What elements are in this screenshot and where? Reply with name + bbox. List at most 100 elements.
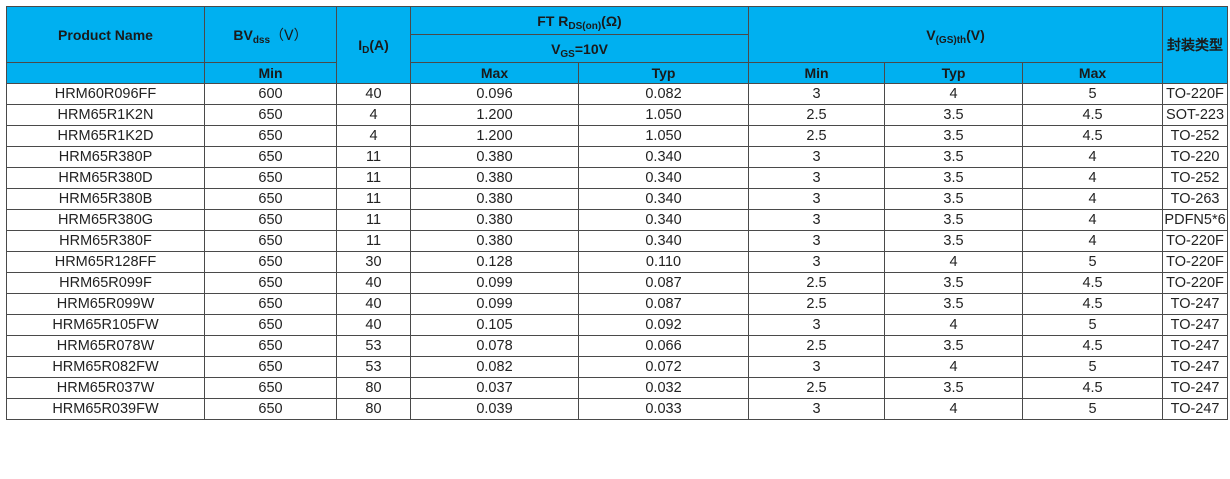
cell-id: 53 — [336, 335, 411, 357]
cell-vth-typ: 3.5 — [884, 272, 1024, 294]
cell-rds-typ: 0.033 — [577, 398, 750, 420]
cell-rds-max: 1.200 — [410, 125, 579, 147]
table-row: HRM65R1K2N 650 4 1.200 1.050 2.5 3.5 4.5 SOT-223 — [6, 104, 1229, 126]
cell-vth-max: 5 — [1022, 356, 1164, 378]
id-unit: (A) — [369, 37, 389, 53]
header-product-name: Product Name — [6, 6, 205, 63]
cell-bvdss-min: 650 — [204, 104, 337, 126]
cell-id: 11 — [336, 146, 411, 168]
cell-vth-max: 4.5 — [1022, 335, 1164, 357]
cell-bvdss-min: 650 — [204, 230, 337, 252]
cell-bvdss-min: 650 — [204, 272, 337, 294]
cell-id: 80 — [336, 398, 411, 420]
cell-rds-max: 1.200 — [410, 104, 579, 126]
cell-id: 40 — [336, 272, 411, 294]
cell-vth-min: 3 — [748, 251, 886, 273]
cell-vth-min: 2.5 — [748, 272, 886, 294]
cell-id: 40 — [336, 83, 411, 105]
cell-bvdss-min: 650 — [204, 125, 337, 147]
cell-product-name: HRM65R099F — [6, 272, 205, 294]
cell-product-name: HRM65R037W — [6, 377, 205, 399]
cell-vth-max: 4.5 — [1022, 125, 1164, 147]
cell-product-name: HRM65R380G — [6, 209, 205, 231]
cell-vth-min: 3 — [748, 83, 886, 105]
header-vgs-th: V(GS)th(V) — [748, 6, 1164, 63]
cell-package: TO-247 — [1162, 335, 1229, 357]
cell-bvdss-min: 650 — [204, 314, 337, 336]
cell-bvdss-min: 650 — [204, 251, 337, 273]
header-id: ID(A) — [336, 6, 411, 84]
bvdss-unit: （V） — [270, 27, 308, 44]
cell-id: 4 — [336, 125, 411, 147]
cell-rds-typ: 1.050 — [577, 125, 750, 147]
header-vth-max: Max — [1022, 62, 1164, 84]
cell-rds-max: 0.380 — [410, 188, 579, 210]
header-vgs-condition: VGS=10V — [409, 34, 750, 63]
table-row: HRM65R1K2D 650 4 1.200 1.050 2.5 3.5 4.5 TO-252 — [6, 125, 1229, 147]
cell-id: 40 — [336, 314, 411, 336]
cell-vth-max: 5 — [1022, 83, 1164, 105]
table-row: HRM65R099W 650 40 0.099 0.087 2.5 3.5 4.5 TO-247 — [6, 293, 1229, 315]
table-row: HRM65R099F 650 40 0.099 0.087 2.5 3.5 4.5 TO-220… — [6, 272, 1229, 294]
cell-rds-max: 0.082 — [410, 356, 579, 378]
cell-vth-min: 3 — [748, 146, 886, 168]
cell-vth-max: 5 — [1022, 251, 1164, 273]
product-table-container: Product Name BVdss（V） ID(A) FT RDS(on)(Ω… — [6, 6, 1229, 420]
vgsth-sub: (GS)th — [935, 34, 967, 46]
table-row: HRM60R096FF 600 40 0.096 0.082 3 4 5 TO-220F — [6, 83, 1229, 105]
cell-bvdss-min: 650 — [204, 356, 337, 378]
cell-bvdss-min: 650 — [204, 209, 337, 231]
table-row: HRM65R037W 650 80 0.037 0.032 2.5 3.5 4.5 TO-247 — [6, 377, 1229, 399]
cell-vth-min: 3 — [748, 167, 886, 189]
cell-vth-typ: 3.5 — [884, 104, 1024, 126]
cell-bvdss-min: 650 — [204, 293, 337, 315]
cell-rds-typ: 0.072 — [577, 356, 750, 378]
rds-sub: DS(on) — [568, 20, 602, 32]
cell-package: TO-220 — [1162, 146, 1229, 168]
cell-rds-max: 0.096 — [410, 83, 579, 105]
bvdss-main: BV — [233, 26, 253, 43]
cell-rds-max: 0.105 — [410, 314, 579, 336]
vgs-sub: GS — [560, 48, 575, 60]
table-row: HRM65R128FF 650 30 0.128 0.110 3 4 5 TO-220F — [6, 251, 1229, 273]
cell-vth-min: 3 — [748, 398, 886, 420]
cell-rds-typ: 0.087 — [577, 293, 750, 315]
table-row: HRM65R380F 650 11 0.380 0.340 3 3.5 4 TO-220F — [6, 230, 1229, 252]
table-row: HRM65R082FW 650 53 0.082 0.072 3 4 5 TO-247 — [6, 356, 1229, 378]
cell-vth-max: 4.5 — [1022, 104, 1164, 126]
cell-package: TO-220F — [1162, 272, 1229, 294]
cell-vth-typ: 3.5 — [884, 335, 1024, 357]
cell-vth-min: 2.5 — [748, 104, 886, 126]
table-row: HRM65R078W 650 53 0.078 0.066 2.5 3.5 4.5 TO-247 — [6, 335, 1229, 357]
cell-package: TO-263 — [1162, 188, 1229, 210]
cell-bvdss-min: 650 — [204, 167, 337, 189]
vgs-value: =10V — [574, 40, 608, 57]
header-vth-typ: Typ — [884, 62, 1024, 84]
cell-package: TO-247 — [1162, 356, 1229, 378]
cell-rds-typ: 0.340 — [577, 167, 750, 189]
header-bvdss: BVdss（V） — [204, 6, 337, 63]
cell-vth-max: 5 — [1022, 314, 1164, 336]
cell-package: TO-220F — [1162, 230, 1229, 252]
table-row: HRM65R380B 650 11 0.380 0.340 3 3.5 4 TO-263 — [6, 188, 1229, 210]
cell-rds-typ: 0.032 — [577, 377, 750, 399]
cell-package: SOT-223 — [1162, 104, 1229, 126]
cell-rds-max: 0.380 — [410, 146, 579, 168]
rds-prefix: FT R — [537, 12, 569, 29]
cell-rds-max: 0.380 — [410, 167, 579, 189]
cell-rds-typ: 0.092 — [577, 314, 750, 336]
cell-id: 80 — [336, 377, 411, 399]
table-header: Product Name BVdss（V） ID(A) FT RDS(on)(Ω… — [6, 6, 1229, 84]
cell-package: PDFN5*6 — [1162, 209, 1229, 231]
cell-vth-typ: 4 — [884, 83, 1024, 105]
cell-product-name: HRM65R078W — [6, 335, 205, 357]
cell-vth-typ: 3.5 — [884, 167, 1024, 189]
cell-rds-max: 0.380 — [410, 230, 579, 252]
table-row: HRM65R039FW 650 80 0.039 0.033 3 4 5 TO-247 — [6, 398, 1229, 420]
cell-product-name: HRM65R1K2D — [6, 125, 205, 147]
cell-vth-min: 3 — [748, 314, 886, 336]
cell-package: TO-220F — [1162, 251, 1229, 273]
cell-package: TO-252 — [1162, 125, 1229, 147]
cell-product-name: HRM65R380B — [6, 188, 205, 210]
id-sub: D — [362, 45, 370, 56]
